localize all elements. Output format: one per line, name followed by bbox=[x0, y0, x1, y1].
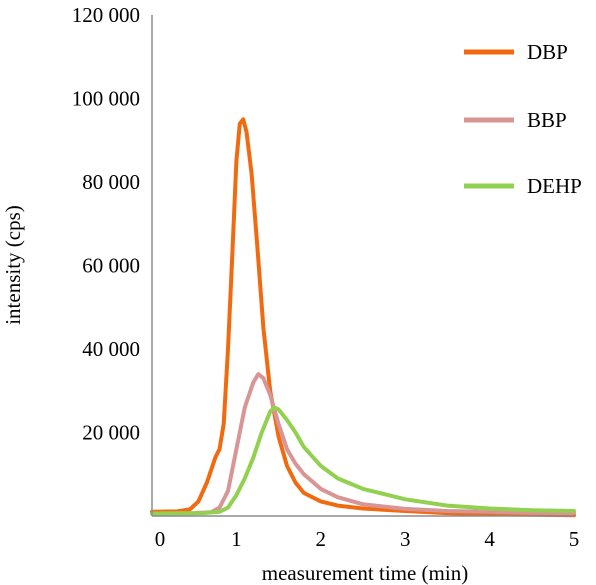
plot-lines bbox=[150, 117, 576, 518]
y-axis-title: intensity (cps) bbox=[1, 205, 25, 325]
y-tick-label: 80 000 bbox=[82, 170, 140, 194]
legend-label-dbp: DBP bbox=[527, 40, 568, 64]
legend: DBP BBP DEHP bbox=[464, 40, 582, 198]
y-tick-labels: 20 000 40 000 60 000 80 000 100 000 120 000 bbox=[72, 3, 140, 445]
series-line-dbp bbox=[150, 117, 576, 518]
x-tick-labels: 0 1 2 3 4 5 bbox=[155, 527, 580, 551]
y-tick-label: 20 000 bbox=[82, 421, 140, 445]
x-tick-label: 1 bbox=[231, 527, 242, 551]
legend-label-dehp: DEHP bbox=[527, 174, 582, 198]
x-tick-label: 0 bbox=[155, 527, 166, 551]
y-tick-label: 40 000 bbox=[82, 337, 140, 361]
x-tick-label: 5 bbox=[569, 527, 580, 551]
y-tick-label: 100 000 bbox=[72, 87, 140, 111]
legend-label-bbp: BBP bbox=[527, 108, 567, 132]
series-line-dehp bbox=[150, 405, 576, 516]
y-tick-label: 60 000 bbox=[82, 254, 140, 278]
x-tick-label: 4 bbox=[484, 527, 495, 551]
y-tick-label: 120 000 bbox=[72, 3, 140, 27]
series-line-bbp bbox=[150, 372, 576, 516]
x-tick-label: 3 bbox=[400, 527, 411, 551]
x-axis-title: measurement time (min) bbox=[262, 561, 468, 585]
x-tick-label: 2 bbox=[316, 527, 327, 551]
